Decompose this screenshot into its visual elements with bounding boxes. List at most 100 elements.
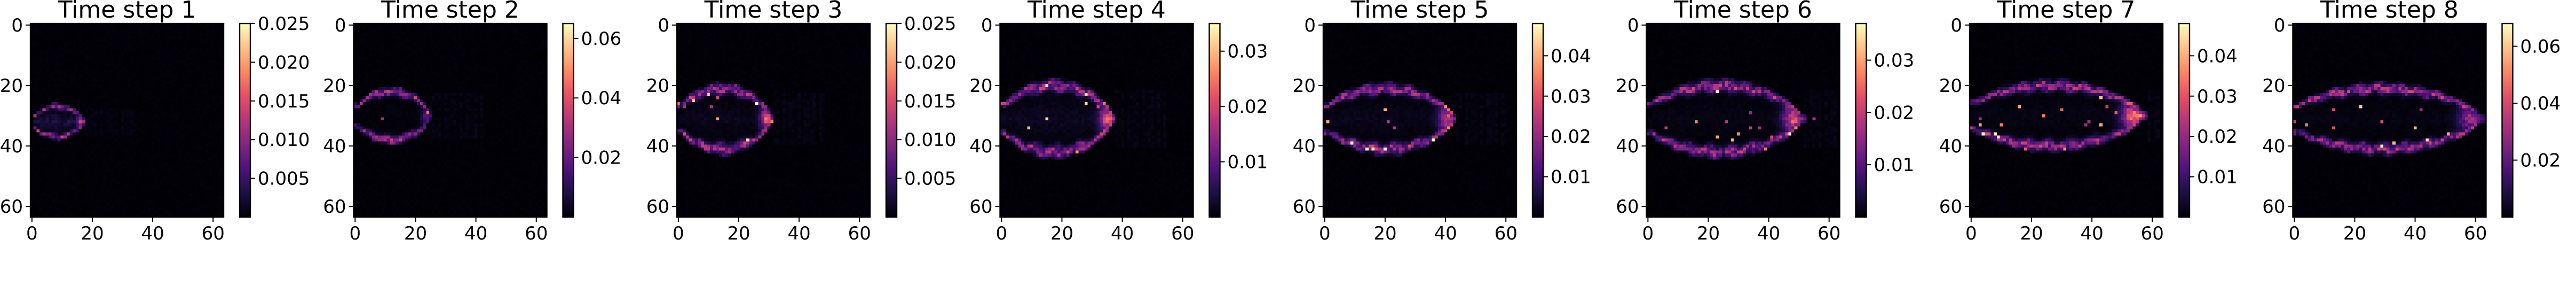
colorbar (240, 24, 250, 217)
x-tick-label: 40 (1757, 223, 1780, 244)
x-tick-label: 40 (2404, 223, 2427, 244)
colorbar-tick-label: 0.06 (2520, 36, 2561, 58)
x-tick-label: 20 (2020, 223, 2043, 244)
colorbar-tick-label: 0.005 (904, 168, 956, 190)
colorbar-tick-label: 0.04 (581, 88, 622, 109)
colorbar-tick-label: 0.01 (1228, 152, 1268, 173)
axes-frame (353, 22, 548, 218)
panel-title: Time step 8 (2320, 0, 2459, 24)
axes-frame (1322, 22, 1518, 218)
axes-frame (1969, 22, 2164, 218)
colorbar-tick-label: 0.02 (1551, 126, 1591, 148)
y-tick-label: 20 (1939, 75, 1962, 97)
y-tick-label: 20 (1616, 75, 1639, 97)
heatmap-image (677, 24, 870, 217)
colorbar-tick-label: 0.03 (1551, 86, 1591, 107)
colorbar-tick-label: 0.01 (2197, 167, 2238, 188)
axes-frame (1646, 22, 1840, 218)
y-tick-label: 40 (0, 136, 23, 157)
colorbar-tick-label: 0.03 (2197, 86, 2238, 107)
y-tick-label: 0 (1304, 15, 1316, 36)
colorbar (1532, 24, 1543, 217)
y-tick-label: 60 (2262, 196, 2285, 218)
x-tick-label: 0 (350, 223, 361, 244)
y-tick-label: 0 (1627, 15, 1639, 36)
colorbar (886, 24, 897, 217)
y-tick-label: 0 (1950, 15, 1962, 36)
colorbar-tick-label: 0.02 (1874, 102, 1915, 124)
y-tick-label: 60 (1293, 196, 1316, 218)
y-tick-label: 40 (646, 136, 669, 157)
heatmap-image (30, 24, 224, 217)
colorbar-tick-label: 0.01 (1551, 167, 1591, 188)
axes-frame (999, 22, 1194, 218)
colorbar-tick-label: 0.01 (1874, 155, 1915, 176)
y-tick-label: 0 (658, 15, 669, 36)
colorbar-tick-label: 0.02 (581, 148, 622, 169)
colorbar (2502, 24, 2513, 217)
colorbar-tick-label: 0.010 (258, 129, 310, 151)
x-tick-label: 40 (464, 223, 487, 244)
colorbar-frame (562, 22, 574, 218)
x-tick-label: 40 (1111, 223, 1134, 244)
colorbar-frame (239, 22, 251, 218)
colorbar-tick-label: 0.010 (904, 129, 956, 151)
colorbar (1209, 24, 1220, 217)
colorbar-tick-label: 0.04 (2197, 45, 2238, 67)
panels: Time step 10 20 40 6002040600.0050.0100.015… (0, 0, 2561, 244)
x-tick-label: 60 (525, 223, 548, 244)
x-tick-label: 60 (202, 223, 225, 244)
heatmap-image (1970, 24, 2163, 217)
colorbar-tick-label: 0.025 (258, 13, 310, 35)
heatmap-image (2293, 24, 2486, 217)
y-tick-label: 0 (11, 15, 23, 36)
panel-7: Time step 70 20 40 6002040600.010.020.030.0… (1939, 0, 2238, 244)
panel-title: Time step 4 (1027, 0, 1166, 24)
y-tick-label: 60 (646, 196, 669, 218)
y-tick-label: 60 (323, 196, 346, 218)
y-tick-label: 40 (969, 136, 992, 157)
panel-title: Time step 5 (1350, 0, 1489, 24)
x-tick-label: 60 (2141, 223, 2164, 244)
colorbar-frame (1855, 22, 1867, 218)
panel-3: Time step 30 20 40 6002040600.0050.0100.015… (646, 0, 957, 244)
colorbar-frame (2501, 22, 2514, 218)
colorbar-tick-label: 0.04 (2520, 93, 2561, 114)
colorbar (2179, 24, 2190, 217)
y-tick-label: 0 (2274, 15, 2286, 36)
y-tick-label: 60 (1616, 196, 1639, 218)
panel-title: Time step 2 (381, 0, 519, 24)
colorbar-tick-label: 0.04 (1551, 45, 1591, 67)
x-tick-label: 40 (787, 223, 810, 244)
colorbar-tick-label: 0.015 (258, 91, 310, 112)
y-tick-label: 40 (1293, 136, 1316, 157)
x-tick-label: 40 (1434, 223, 1457, 244)
y-tick-label: 20 (969, 75, 992, 97)
axes-frame (676, 22, 871, 218)
colorbar (563, 24, 574, 217)
panel-title: Time step 6 (1673, 0, 1812, 24)
colorbar-frame (2178, 22, 2191, 218)
x-tick-label: 0 (996, 223, 1008, 244)
axes-frame (2292, 22, 2487, 218)
x-tick-label: 0 (26, 223, 38, 244)
y-tick-label: 0 (981, 15, 993, 36)
y-tick-label: 20 (0, 75, 23, 97)
colorbar-tick-label: 0.015 (904, 91, 956, 112)
x-tick-label: 60 (1495, 223, 1518, 244)
x-tick-label: 20 (1050, 223, 1073, 244)
y-tick-label: 40 (1616, 136, 1639, 157)
panel-title: Time step 3 (704, 0, 843, 24)
x-tick-label: 60 (1818, 223, 1840, 244)
colorbar-frame (885, 22, 898, 218)
y-tick-label: 0 (335, 15, 346, 36)
x-tick-label: 0 (1642, 223, 1654, 244)
heatmap-image (353, 24, 547, 217)
colorbar-tick-label: 0.06 (581, 28, 622, 50)
x-tick-label: 40 (141, 223, 164, 244)
colorbar-tick-label: 0.03 (1874, 50, 1915, 71)
panel-title: Time step 1 (58, 0, 196, 24)
